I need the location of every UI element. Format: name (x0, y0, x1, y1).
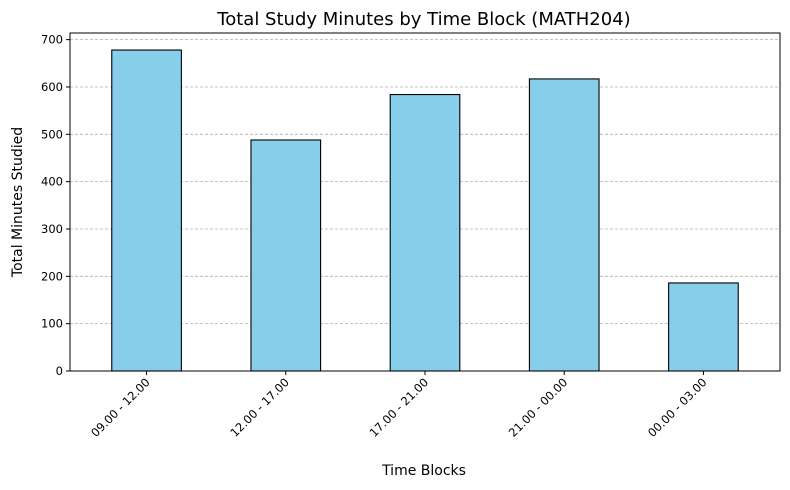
bar-21.00 - 00.00 (528, 78, 600, 372)
y-axis: 0 100 200 300 400 500 600 700 (41, 33, 70, 378)
x-tick-label: 09.00 - 12.00 (88, 375, 153, 440)
y-tick-label: 600 (41, 80, 63, 94)
y-tick-label: 300 (41, 222, 63, 236)
bar-12.00 - 17.00 (250, 139, 322, 372)
y-tick-label: 400 (41, 175, 63, 189)
bar-00.00 - 03.00 (668, 282, 739, 372)
y-tick-label: 200 (41, 269, 63, 283)
x-tick-label: 17.00 - 21.00 (367, 375, 432, 440)
x-tick-label: 00.00 - 03.00 (645, 375, 710, 440)
x-axis-label: Time Blocks (381, 463, 466, 479)
bars (111, 49, 739, 372)
y-tick-label: 700 (41, 33, 63, 47)
x-tick-label: 21.00 - 00.00 (506, 375, 571, 440)
x-axis: 09.00 - 12.00 12.00 - 17.00 17.00 - 21.00 2… (88, 371, 710, 440)
y-tick-label: 0 (56, 364, 63, 378)
y-tick-label: 100 (41, 317, 63, 331)
chart-title: Total Study Minutes by Time Block (MATH2… (216, 9, 630, 30)
y-tick-label: 500 (41, 127, 63, 141)
bar-09.00 - 12.00 (111, 49, 182, 372)
y-axis-label: Total Minutes Studied (10, 127, 26, 278)
bar-17.00 - 21.00 (389, 93, 461, 372)
x-tick-label: 12.00 - 17.00 (227, 375, 292, 440)
